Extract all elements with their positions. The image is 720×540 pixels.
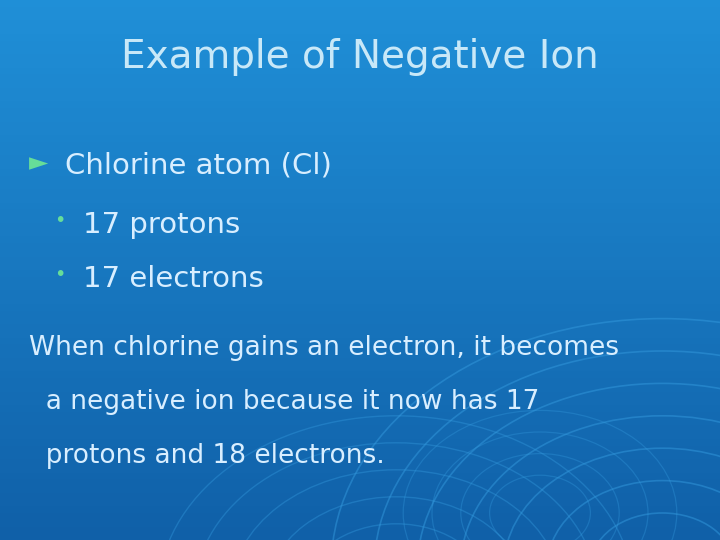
Text: Example of Negative Ion: Example of Negative Ion — [121, 38, 599, 76]
Bar — [0, 364, 720, 372]
Bar — [0, 459, 720, 465]
Bar — [0, 60, 720, 68]
Bar — [0, 324, 720, 330]
Bar — [0, 303, 720, 310]
Text: •: • — [54, 211, 66, 229]
Bar — [0, 330, 720, 338]
Bar — [0, 40, 720, 47]
Bar — [0, 351, 720, 357]
Bar — [0, 392, 720, 399]
Text: ►: ► — [29, 151, 48, 175]
Bar — [0, 284, 720, 291]
Bar — [0, 513, 720, 519]
Bar — [0, 141, 720, 149]
Bar — [0, 168, 720, 176]
Bar — [0, 148, 720, 156]
Bar — [0, 20, 720, 27]
Bar — [0, 108, 720, 115]
Bar — [0, 189, 720, 195]
Bar — [0, 135, 720, 141]
Bar — [0, 243, 720, 249]
Bar — [0, 480, 720, 486]
Bar — [0, 526, 720, 534]
Bar — [0, 317, 720, 324]
Bar — [0, 263, 720, 270]
Bar — [0, 0, 720, 6]
Bar — [0, 453, 720, 459]
Bar — [0, 202, 720, 209]
Bar — [0, 446, 720, 453]
Bar — [0, 519, 720, 526]
Bar — [0, 357, 720, 364]
Bar — [0, 372, 720, 378]
Bar — [0, 33, 720, 40]
Bar — [0, 195, 720, 202]
Bar — [0, 216, 720, 222]
Bar — [0, 297, 720, 303]
Bar — [0, 291, 720, 297]
Bar — [0, 500, 720, 507]
Bar — [0, 122, 720, 128]
Bar — [0, 310, 720, 317]
Bar — [0, 438, 720, 445]
Bar — [0, 115, 720, 122]
Bar — [0, 94, 720, 102]
Bar — [0, 81, 720, 87]
Bar — [0, 54, 720, 60]
Bar — [0, 276, 720, 284]
Text: 17 electrons: 17 electrons — [83, 265, 264, 293]
Bar — [0, 384, 720, 391]
Bar — [0, 27, 720, 33]
Bar — [0, 411, 720, 418]
Bar — [0, 345, 720, 351]
Bar — [0, 465, 720, 472]
Text: 17 protons: 17 protons — [83, 211, 240, 239]
Bar — [0, 176, 720, 183]
Bar — [0, 378, 720, 384]
Bar — [0, 426, 720, 432]
Text: a negative ion because it now has 17: a negative ion because it now has 17 — [29, 389, 539, 415]
Bar — [0, 87, 720, 94]
Bar — [0, 183, 720, 189]
Bar — [0, 237, 720, 243]
Bar — [0, 156, 720, 162]
Bar — [0, 492, 720, 500]
Bar — [0, 249, 720, 256]
Bar — [0, 128, 720, 135]
Text: protons and 18 electrons.: protons and 18 electrons. — [29, 443, 384, 469]
Bar — [0, 74, 720, 81]
Bar — [0, 14, 720, 20]
Bar — [0, 418, 720, 426]
Text: Chlorine atom (Cl): Chlorine atom (Cl) — [65, 151, 332, 179]
Bar — [0, 230, 720, 237]
Bar — [0, 472, 720, 480]
Bar — [0, 405, 720, 411]
Bar — [0, 256, 720, 263]
Text: •: • — [54, 265, 66, 284]
Bar — [0, 222, 720, 230]
Bar — [0, 338, 720, 345]
Bar — [0, 486, 720, 492]
Bar — [0, 6, 720, 14]
Bar — [0, 162, 720, 168]
Bar — [0, 68, 720, 74]
Bar — [0, 534, 720, 540]
Bar — [0, 432, 720, 438]
Bar — [0, 270, 720, 276]
Bar — [0, 47, 720, 54]
Bar — [0, 102, 720, 108]
Bar — [0, 507, 720, 513]
Bar — [0, 209, 720, 216]
Text: When chlorine gains an electron, it becomes: When chlorine gains an electron, it beco… — [29, 335, 618, 361]
Bar — [0, 399, 720, 405]
